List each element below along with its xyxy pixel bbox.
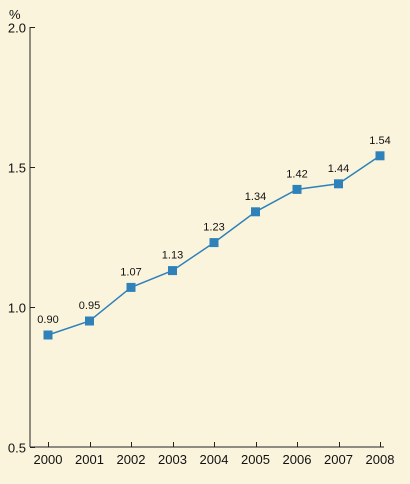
x-tick-label: 2000 [34, 452, 63, 467]
data-point-marker [43, 330, 53, 340]
data-value-label: 1.54 [369, 135, 390, 147]
data-value-label: 1.23 [203, 222, 224, 234]
data-point-marker [85, 316, 94, 326]
data-value-label: 1.42 [286, 168, 307, 180]
y-tick-label: 1.0 [8, 301, 26, 316]
data-point-marker [292, 184, 302, 194]
data-value-label: 1.44 [328, 163, 349, 175]
x-tick-label: 2005 [241, 452, 270, 467]
data-value-label: 1.13 [162, 250, 183, 262]
data-point-marker [375, 151, 385, 161]
x-tick-label: 2002 [117, 452, 146, 467]
data-point-marker [334, 179, 343, 189]
data-value-label: 1.34 [245, 191, 266, 203]
x-tick-label: 2001 [75, 452, 104, 467]
data-value-label: 1.07 [120, 266, 141, 278]
axes: 0.5 1.0 1.5 2.0 2000 2001 2002 2003 2004 2005 2006… [8, 21, 395, 468]
data-point-marker [209, 238, 219, 248]
y-tick-label: 0.5 [8, 441, 26, 456]
x-tick-label: 2007 [324, 452, 353, 467]
x-tick-label: 2006 [283, 452, 312, 467]
series-layer [43, 151, 385, 340]
x-tick-label: 2004 [200, 452, 229, 467]
data-point-marker [168, 266, 177, 276]
y-tick-label: 1.5 [8, 161, 26, 176]
data-value-label: 0.90 [37, 314, 58, 326]
x-tick-label: 2003 [158, 452, 187, 467]
data-labels: 0.90 0.95 1.07 1.13 1.23 1.34 1.42 1.44 1.54 [37, 135, 390, 326]
data-value-label: 0.95 [79, 300, 100, 312]
y-tick-label: 2.0 [8, 21, 26, 36]
x-tick-label: 2008 [366, 452, 395, 467]
y-axis-unit-label: % [9, 7, 21, 22]
data-point-marker [251, 207, 260, 217]
data-point-marker [126, 282, 136, 292]
